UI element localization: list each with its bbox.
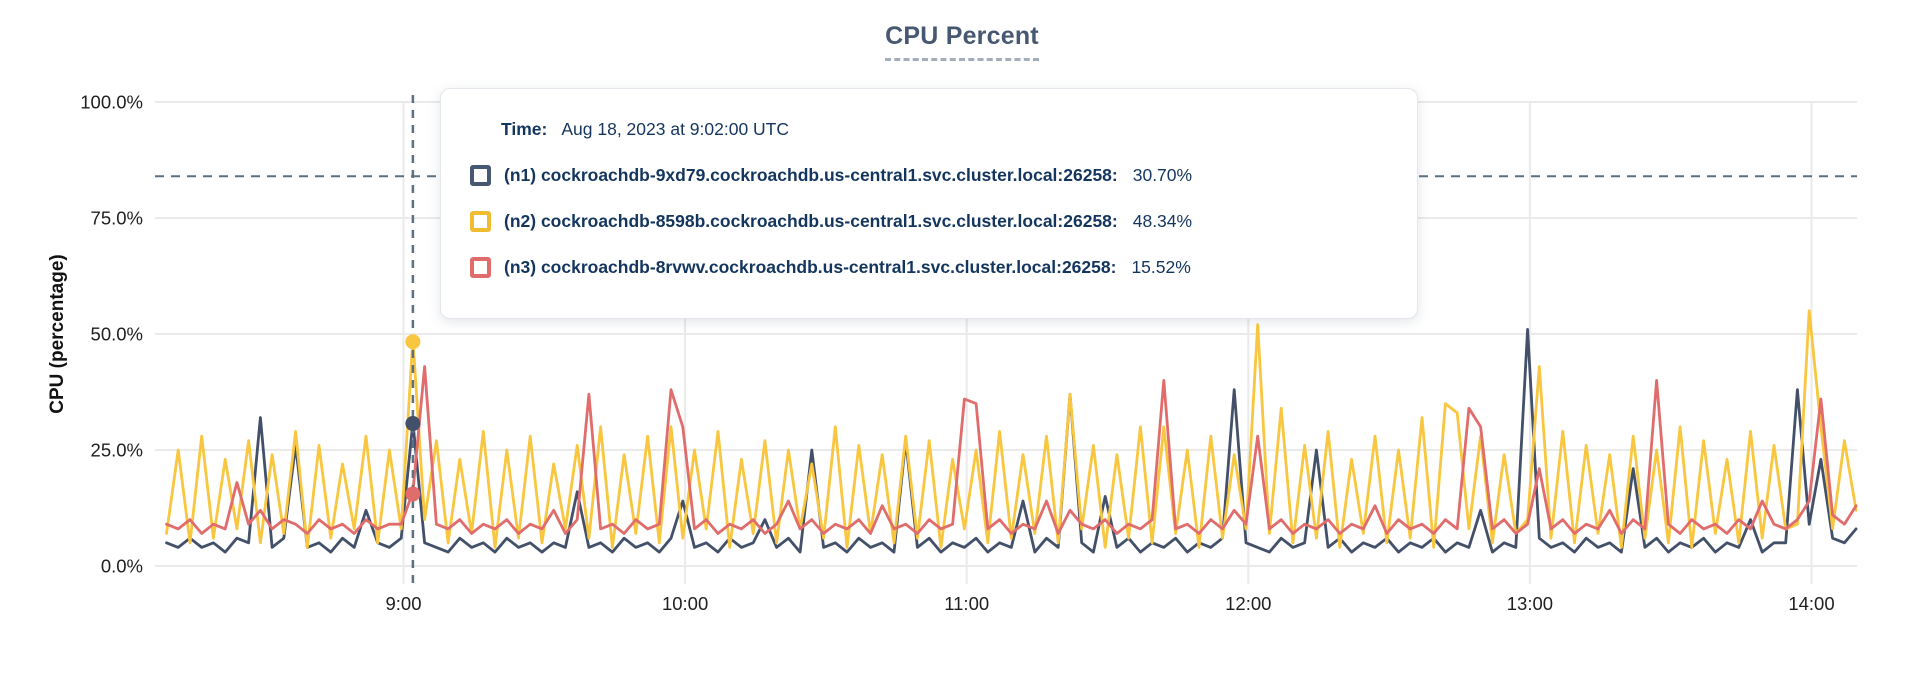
hover-dot-n1 — [405, 416, 421, 432]
x-axis-tick-label: 13:00 — [1507, 593, 1553, 614]
tooltip-series-name: (n2) cockroachdb-8598b.cockroachdb.us-ce… — [504, 211, 1118, 231]
x-axis-tick-label: 12:00 — [1225, 593, 1271, 614]
hover-dot-n3 — [405, 486, 421, 502]
x-axis-tick-label: 9:00 — [385, 593, 421, 614]
series-line-n3 — [165, 365, 1858, 535]
chart-tooltip: Time: Aug 18, 2023 at 9:02:00 UTC (n1) co… — [440, 88, 1418, 319]
y-axis-tick-label: 25.0% — [91, 440, 143, 461]
y-axis-tick-label: 0.0% — [101, 556, 143, 577]
tooltip-time-value: Aug 18, 2023 at 9:02:00 UTC — [561, 119, 790, 139]
tooltip-series-value: 30.70% — [1132, 165, 1193, 185]
x-axis-tick-label: 10:00 — [662, 593, 708, 614]
series-swatch-icon — [470, 211, 491, 232]
tooltip-legend: (n1) cockroachdb-9xd79.cockroachdb.us-ce… — [470, 165, 1389, 278]
series-swatch-icon — [470, 257, 491, 278]
tooltip-series-name: (n3) cockroachdb-8rvwv.cockroachdb.us-ce… — [504, 257, 1117, 277]
tooltip-series-value: 15.52% — [1131, 257, 1191, 277]
tooltip-row-n3: (n3) cockroachdb-8rvwv.cockroachdb.us-ce… — [470, 257, 1389, 278]
hover-dot-n2 — [405, 334, 421, 350]
series-line-n1 — [165, 327, 1858, 554]
tooltip-series-name: (n1) cockroachdb-9xd79.cockroachdb.us-ce… — [504, 165, 1118, 185]
tooltip-series-value: 48.34% — [1132, 211, 1193, 231]
y-axis-tick-label: 100.0% — [80, 92, 143, 113]
tooltip-time-label: Time: — [501, 119, 548, 139]
x-axis-tick-label: 11:00 — [944, 593, 989, 614]
series-line-n2 — [165, 309, 1858, 549]
y-axis-tick-label: 75.0% — [91, 208, 143, 229]
chart-title: CPU Percent — [885, 22, 1039, 61]
tooltip-time-row: Time: Aug 18, 2023 at 9:02:00 UTC — [501, 119, 1389, 140]
x-axis-tick-label: 14:00 — [1788, 593, 1834, 614]
y-axis-tick-label: 50.0% — [91, 324, 143, 345]
series-swatch-icon — [470, 165, 491, 186]
tooltip-row-n1: (n1) cockroachdb-9xd79.cockroachdb.us-ce… — [470, 165, 1389, 186]
chart-title-wrap: CPU Percent — [0, 22, 1924, 61]
tooltip-row-n2: (n2) cockroachdb-8598b.cockroachdb.us-ce… — [470, 211, 1389, 232]
